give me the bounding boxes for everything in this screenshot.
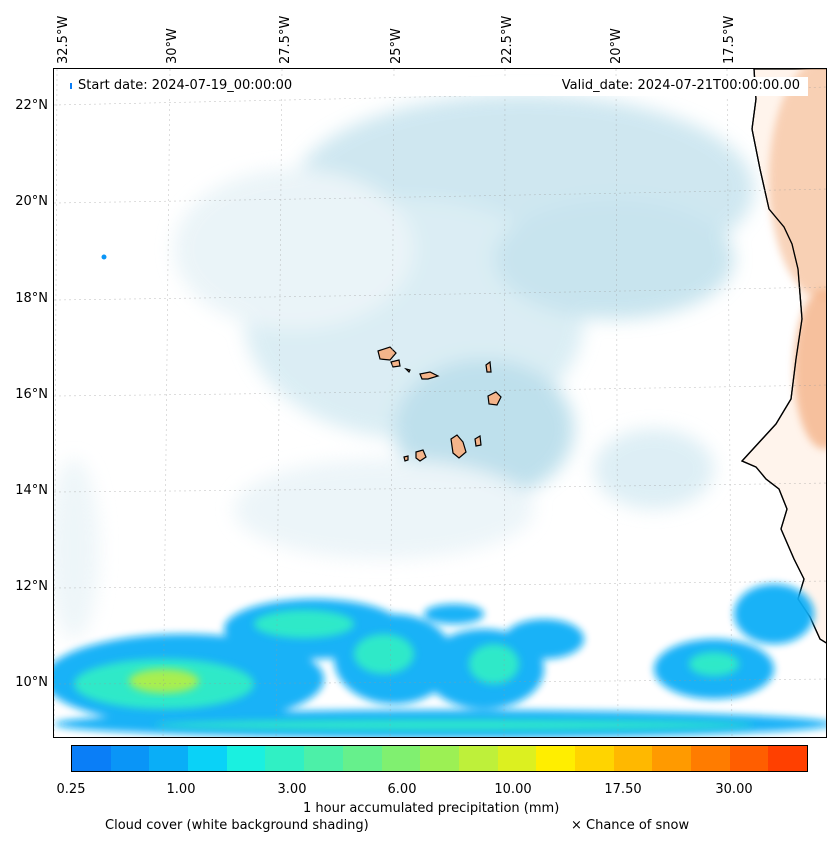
sahara-shading xyxy=(769,69,826,299)
colorbar-tick: 10.00 xyxy=(494,782,532,797)
island-fogo xyxy=(415,449,427,462)
map-panel[interactable] xyxy=(53,68,827,738)
colorbar-segment-14 xyxy=(613,746,653,771)
lat-label-14n: 14°N xyxy=(15,483,48,498)
colorbar-segment-6 xyxy=(304,746,343,771)
island-boa-vista xyxy=(487,391,502,406)
lon-label-17-5w: 17.5°W xyxy=(722,15,737,64)
cape-verde-islands xyxy=(377,346,502,462)
island-santa-luzia xyxy=(404,367,411,374)
colorbar-tick: 17.50 xyxy=(604,782,642,797)
lon-label-27-5w: 27.5°W xyxy=(278,15,293,64)
precip-core xyxy=(469,644,519,684)
colorbar-segment-3 xyxy=(188,746,227,771)
colorbar-tick: 3.00 xyxy=(277,782,307,797)
cloud-patch xyxy=(174,169,414,329)
africa-coastline xyxy=(740,69,826,644)
colorbar-segment-5 xyxy=(265,746,305,771)
map-canvas xyxy=(54,69,826,737)
lon-label-25w: 25°W xyxy=(389,28,404,64)
island-sao-nicolau xyxy=(419,371,440,380)
island-sal xyxy=(485,360,492,373)
colorbar-segment-11 xyxy=(497,746,537,771)
colorbar-segment-4 xyxy=(226,746,266,771)
precip-band xyxy=(734,584,814,644)
colorbar-tick: 30.00 xyxy=(715,782,753,797)
colorbar-segment-0 xyxy=(72,746,111,771)
graticule xyxy=(54,69,826,737)
lon-label-20w: 20°W xyxy=(609,28,624,64)
colorbar-label: 1 hour accumulated precipitation (mm) xyxy=(303,801,560,816)
island-brava xyxy=(403,455,409,462)
colorbar-segment-15 xyxy=(652,746,691,771)
island-maio xyxy=(474,435,482,447)
island-santo-antao xyxy=(377,346,397,361)
cloud-patch xyxy=(234,459,534,559)
precip-core xyxy=(354,634,414,674)
snow-caption: × Chance of snow xyxy=(571,818,690,833)
precip-max xyxy=(129,669,199,693)
start-date-label: Start date: 2024-07-19_00:00:00 xyxy=(70,78,292,93)
start-date-marker-icon xyxy=(70,82,72,89)
lon-label-22-5w: 22.5°W xyxy=(500,15,515,64)
colorbar-tick: 1.00 xyxy=(166,782,196,797)
colorbar-tick: 0.25 xyxy=(56,782,86,797)
colorbar-segment-12 xyxy=(536,746,575,771)
colorbar-segment-2 xyxy=(149,746,189,771)
precip-core xyxy=(689,652,739,676)
precipitation-colorbar xyxy=(71,745,808,772)
colorbar-segment-8 xyxy=(381,746,421,771)
colorbar-segment-1 xyxy=(110,746,150,771)
cloud-cover-caption: Cloud cover (white background shading) xyxy=(105,818,369,833)
lat-label-10n: 10°N xyxy=(15,675,48,690)
africa-landmass xyxy=(740,69,826,644)
colorbar-segment-7 xyxy=(342,746,382,771)
colorbar-tick: 6.00 xyxy=(387,782,417,797)
lon-label-32-5w: 32.5°W xyxy=(56,15,71,64)
colorbar-segment-16 xyxy=(691,746,730,771)
lat-label-20n: 20°N xyxy=(15,194,48,209)
precip-band xyxy=(504,619,584,659)
precipitation-layer xyxy=(54,584,826,737)
sahara-shading xyxy=(794,289,826,449)
start-date-text: Start date: 2024-07-19_00:00:00 xyxy=(78,78,293,93)
precip-core xyxy=(154,720,754,730)
lat-label-18n: 18°N xyxy=(15,291,48,306)
precip-core xyxy=(254,610,354,638)
lat-label-12n: 12°N xyxy=(15,579,48,594)
lon-label-30w: 30°W xyxy=(165,28,180,64)
island-santiago xyxy=(450,434,467,459)
valid-date-label: Valid_date: 2024-07-21T00:00:00.00 xyxy=(561,78,800,93)
info-bar xyxy=(62,77,808,96)
precip-band xyxy=(424,604,484,624)
cloud-patch xyxy=(494,199,734,319)
cloud-patch xyxy=(54,459,99,639)
precip-cell xyxy=(101,254,107,260)
colorbar-segment-10 xyxy=(458,746,498,771)
lat-label-16n: 16°N xyxy=(15,387,48,402)
lat-label-22n: 22°N xyxy=(15,98,48,113)
colorbar-segment-18 xyxy=(768,746,808,771)
colorbar-segment-17 xyxy=(729,746,769,771)
cloud-cover-layer xyxy=(54,94,754,639)
cloud-patch xyxy=(594,429,714,509)
colorbar-segment-13 xyxy=(574,746,614,771)
colorbar-segment-9 xyxy=(420,746,459,771)
